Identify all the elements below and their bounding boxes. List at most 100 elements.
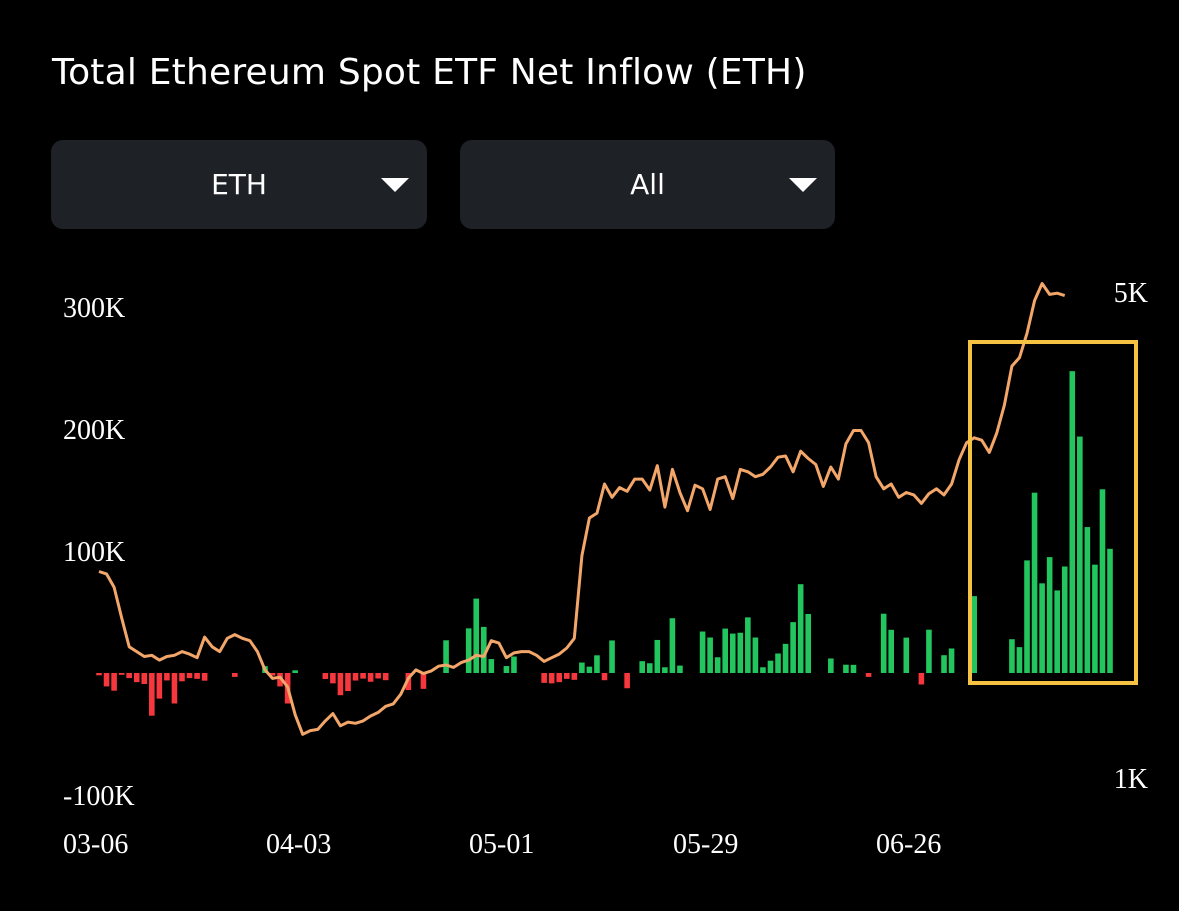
outflow-bar (345, 673, 351, 692)
outflow-bar (918, 673, 925, 685)
outflow-bar (194, 673, 200, 679)
inflow-bar (843, 664, 849, 673)
x-tick-label: 03-06 (63, 829, 128, 860)
inflow-bar (926, 629, 932, 673)
x-tick-label: 06-26 (876, 829, 941, 860)
outflow-bar (141, 673, 148, 684)
inflow-bar (609, 640, 615, 673)
outflow-bar (865, 673, 872, 677)
outflow-bar (367, 673, 374, 682)
inflow-bar (586, 666, 593, 673)
y2-tick-label: 1K (1114, 764, 1148, 795)
x-tick-label: 05-01 (469, 829, 534, 860)
inflow-bar (971, 596, 977, 673)
chart-title: Total Ethereum Spot ETF Net Inflow (ETH) (52, 52, 807, 93)
outflow-bar (179, 673, 185, 682)
unit-dropdown[interactable]: ETH (51, 140, 427, 229)
inflow-bar (941, 655, 947, 673)
highlight-box (968, 340, 1138, 685)
inflow-bar (639, 661, 646, 673)
outflow-bar (186, 673, 193, 679)
inflow-bar (752, 637, 759, 673)
outflow-bar (375, 673, 381, 679)
inflow-bar (828, 658, 834, 673)
outflow-bar (556, 673, 563, 683)
outflow-bar (269, 673, 276, 676)
inflow-bar (1099, 489, 1106, 673)
inflow-bar (903, 637, 910, 673)
inflow-bar (1039, 583, 1045, 673)
inflow-bar (880, 613, 887, 673)
bar-series (96, 371, 1113, 716)
outflow-bar (232, 673, 238, 677)
inflow-bar (1061, 566, 1068, 673)
inflow-bar (646, 663, 653, 673)
inflow-bar (722, 628, 729, 673)
inflow-bar (888, 629, 894, 673)
inflow-bar (1016, 647, 1023, 673)
outflow-bar (571, 673, 578, 680)
y-axis-left: 300K 200K 100K -100K (63, 293, 135, 812)
outflow-bar (149, 673, 155, 716)
outflow-bar (118, 673, 125, 675)
outflow-bar (322, 673, 329, 679)
inflow-bar (1024, 560, 1030, 673)
outflow-bar (133, 673, 140, 683)
inflow-bar (480, 626, 487, 673)
inflow-bar (594, 655, 600, 673)
inflow-bar (948, 648, 955, 673)
inflow-bar (662, 667, 668, 673)
inflow-bar (729, 633, 736, 673)
chevron-down-icon (789, 178, 817, 192)
outflow-bar (330, 673, 336, 684)
inflow-bar (797, 584, 804, 673)
outflow-bar (156, 673, 163, 699)
inflow-bar (805, 613, 812, 673)
inflow-bar (669, 618, 676, 673)
inflow-bar (677, 665, 683, 673)
inflow-bar (1046, 557, 1053, 673)
inflow-bar (1077, 436, 1083, 673)
outflow-bar (171, 673, 178, 704)
inflow-bar (775, 653, 781, 673)
inflow-bar (745, 617, 751, 673)
y-tick-label: 300K (63, 293, 125, 324)
inflow-bar (1084, 527, 1091, 673)
outflow-bar (601, 673, 608, 681)
inflow-bar (1069, 371, 1076, 673)
outflow-bar (103, 673, 110, 687)
inflow-bar (1031, 492, 1038, 673)
inflow-bar (488, 659, 495, 673)
range-dropdown-value: All (630, 168, 665, 201)
inflow-bar (707, 637, 713, 673)
outflow-bar (541, 673, 547, 683)
range-dropdown[interactable]: All (460, 140, 835, 229)
outflow-bar (624, 673, 630, 689)
outflow-bar (111, 673, 117, 691)
outflow-bar (277, 673, 283, 687)
inflow-bar (654, 639, 661, 673)
inflow-bar (737, 632, 744, 673)
inflow-bar (699, 631, 706, 673)
outflow-bar (382, 673, 389, 681)
price-line (98, 282, 1066, 736)
y2-tick-label: 5K (1114, 278, 1148, 309)
y-tick-label: 100K (63, 537, 125, 568)
inflow-bar (473, 598, 480, 673)
inflow-bar (1107, 548, 1113, 673)
inflow-bar (443, 640, 449, 673)
inflow-bar (292, 670, 298, 673)
inflow-bar (850, 664, 857, 673)
x-axis: 03-06 04-03 05-01 05-29 06-26 (63, 829, 941, 860)
inflow-bar (1009, 639, 1015, 673)
inflow-bar (465, 628, 472, 673)
inflow-bar (1054, 590, 1060, 673)
outflow-bar (420, 673, 427, 689)
outflow-bar (96, 673, 102, 676)
outflow-bar (164, 673, 170, 681)
outflow-bar (548, 673, 555, 684)
inflow-bar (767, 660, 774, 673)
inflow-bar (760, 667, 766, 673)
chevron-down-icon (381, 178, 409, 192)
